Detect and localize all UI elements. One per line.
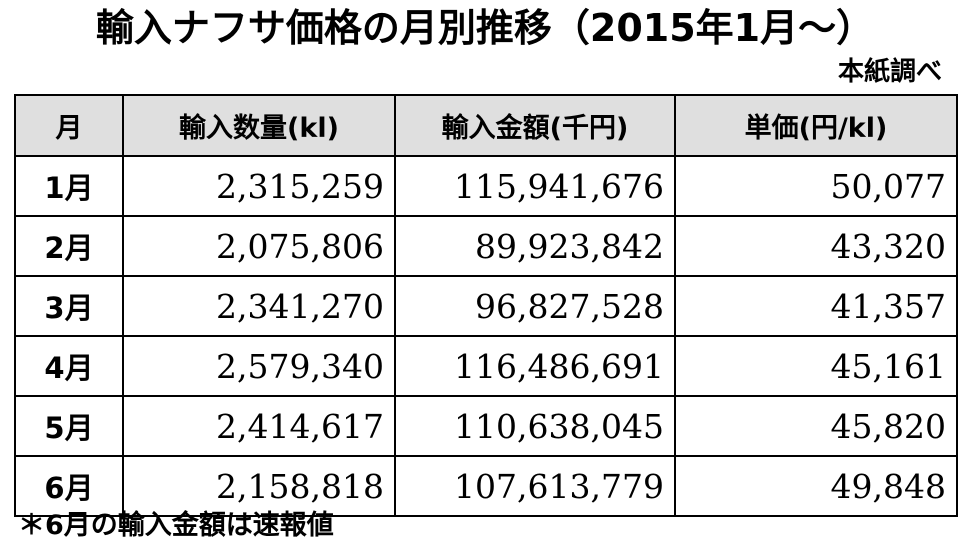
row-month: 3月 <box>14 275 124 337</box>
footnote: ＊6月の輸入金額は速報値 <box>18 510 334 541</box>
table-row: 3月 2,341,270 96,827,528 41,357 <box>14 275 958 337</box>
row-quantity: 2,075,806 <box>122 215 396 277</box>
row-unit-price: 41,357 <box>674 275 958 337</box>
row-unit-price: 45,820 <box>674 395 958 457</box>
row-amount: 110,638,045 <box>394 395 676 457</box>
row-quantity: 2,158,818 <box>122 455 396 517</box>
row-unit-price: 43,320 <box>674 215 958 277</box>
source-label: 本紙調べ <box>837 57 942 87</box>
header-unit-price: 単価(円/kl) <box>674 94 958 157</box>
page-title: 輸入ナフサ価格の月別推移（2015年1月～） <box>95 6 875 50</box>
row-unit-price: 50,077 <box>674 155 958 217</box>
header-quantity: 輸入数量(kl) <box>122 94 396 157</box>
row-quantity: 2,315,259 <box>122 155 396 217</box>
row-amount: 96,827,528 <box>394 275 676 337</box>
table-row: 1月 2,315,259 115,941,676 50,077 <box>14 155 958 217</box>
table-row: 5月 2,414,617 110,638,045 45,820 <box>14 395 958 457</box>
row-month: 2月 <box>14 215 124 277</box>
row-month: 1月 <box>14 155 124 217</box>
row-unit-price: 49,848 <box>674 455 958 517</box>
table-row: 6月 2,158,818 107,613,779 49,848 <box>14 455 958 517</box>
row-amount: 107,613,779 <box>394 455 676 517</box>
row-quantity: 2,414,617 <box>122 395 396 457</box>
row-month: 5月 <box>14 395 124 457</box>
table-row: 4月 2,579,340 116,486,691 45,161 <box>14 335 958 397</box>
table-header-row: 月 輸入数量(kl) 輸入金額(千円) 単価(円/kl) <box>14 94 958 157</box>
table-row: 2月 2,075,806 89,923,842 43,320 <box>14 215 958 277</box>
row-amount: 116,486,691 <box>394 335 676 397</box>
row-month: 4月 <box>14 335 124 397</box>
header-amount: 輸入金額(千円) <box>394 94 676 157</box>
naphtha-price-table: 月 輸入数量(kl) 輸入金額(千円) 単価(円/kl) 1月 2,315,25… <box>14 94 958 517</box>
header-month: 月 <box>14 94 124 157</box>
row-quantity: 2,579,340 <box>122 335 396 397</box>
row-month: 6月 <box>14 455 124 517</box>
row-amount: 115,941,676 <box>394 155 676 217</box>
row-unit-price: 45,161 <box>674 335 958 397</box>
row-amount: 89,923,842 <box>394 215 676 277</box>
row-quantity: 2,341,270 <box>122 275 396 337</box>
